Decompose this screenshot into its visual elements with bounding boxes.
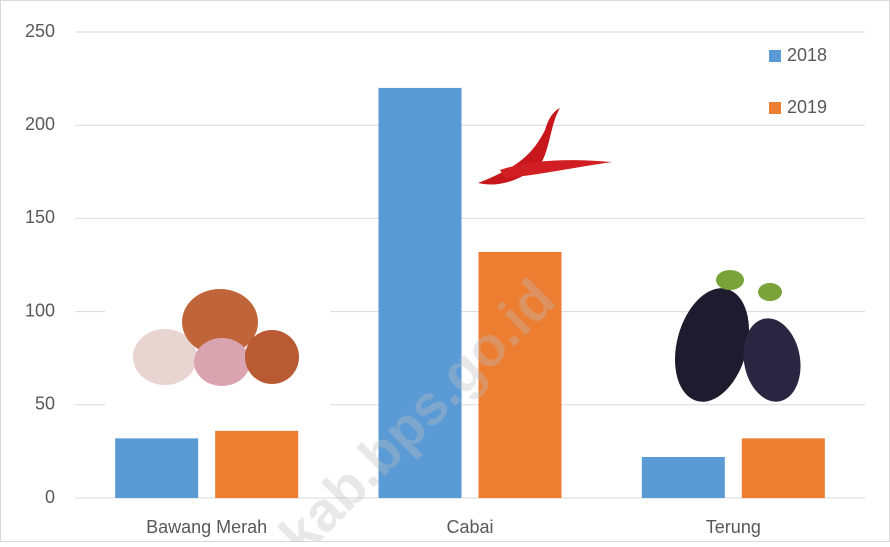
- x-tick-label: Bawang Merah: [146, 517, 267, 537]
- legend-swatch: [769, 102, 781, 114]
- y-tick-label: 150: [25, 207, 55, 227]
- y-tick-label: 200: [25, 114, 55, 134]
- chili: [500, 160, 612, 178]
- eggplant: [743, 318, 801, 402]
- y-tick-label: 50: [35, 394, 55, 414]
- bar: [641, 456, 725, 498]
- bar: [741, 438, 825, 498]
- y-tick-label: 250: [25, 21, 55, 41]
- x-tick-label: Terung: [706, 517, 761, 537]
- bar: [215, 430, 299, 498]
- garlic: [133, 329, 197, 385]
- illustrations: [105, 108, 801, 420]
- eggplant-stem: [716, 270, 744, 290]
- eggplant: [675, 288, 749, 402]
- x-tick-label: Cabai: [446, 517, 493, 537]
- legend-label: 2018: [787, 45, 827, 65]
- y-tick-label: 0: [45, 487, 55, 507]
- shallot: [194, 338, 250, 386]
- bar: [378, 87, 462, 499]
- bar: [115, 438, 199, 498]
- onion: [245, 330, 299, 384]
- bar: [478, 251, 562, 498]
- eggplant-stem: [758, 283, 782, 301]
- onion: [182, 289, 258, 355]
- legend-label: 2019: [787, 97, 827, 117]
- legend-swatch: [769, 50, 781, 62]
- y-tick-label: 100: [25, 300, 55, 320]
